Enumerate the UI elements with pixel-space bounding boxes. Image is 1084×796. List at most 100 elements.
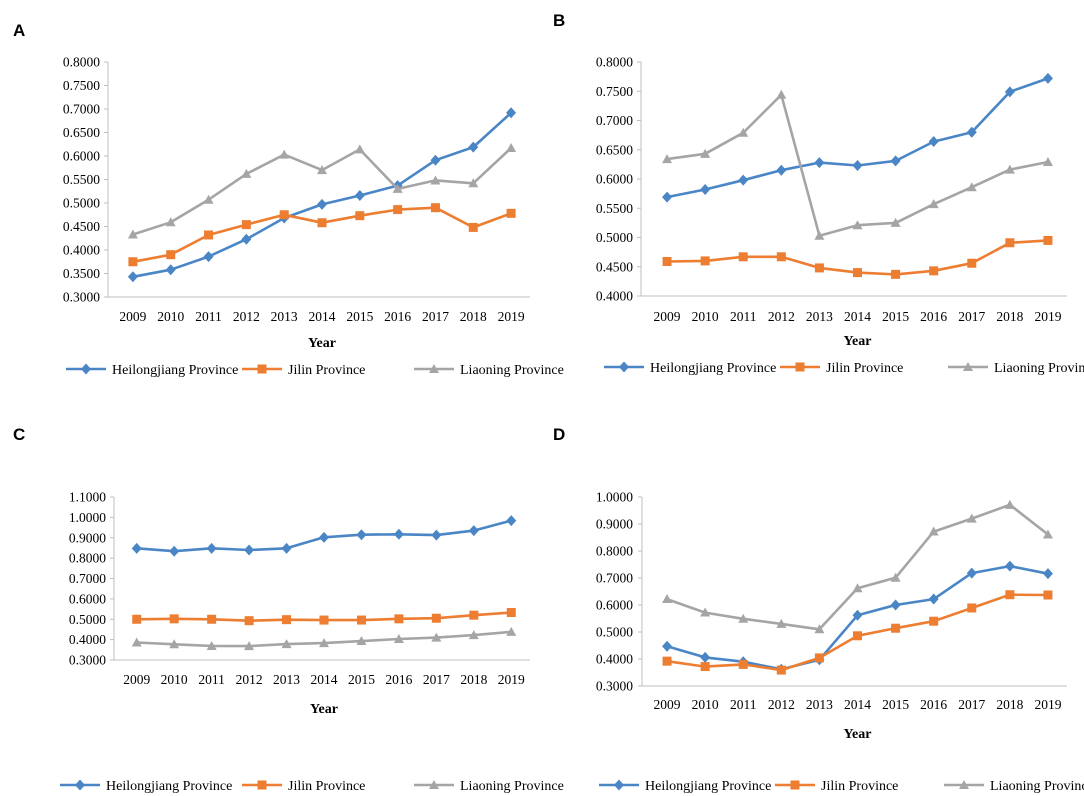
data-point	[852, 220, 863, 230]
data-point	[1004, 499, 1015, 509]
legend-label: Jilin Province	[821, 779, 898, 794]
legend-marker	[257, 364, 267, 374]
data-point	[354, 189, 365, 201]
legend-marker	[81, 363, 91, 375]
data-point	[814, 624, 825, 634]
data-point	[662, 191, 673, 203]
panel-label: D	[553, 425, 565, 444]
data-point	[356, 615, 366, 625]
y-tick-label: 1.1000	[69, 490, 106, 505]
data-point	[662, 594, 673, 604]
data-point	[1042, 72, 1053, 84]
x-tick-label: 2015	[348, 672, 375, 687]
y-tick-label: 0.6500	[63, 125, 100, 140]
x-tick-label: 2017	[423, 672, 450, 687]
x-tick-label: 2011	[195, 309, 222, 324]
y-tick-label: 0.8000	[63, 55, 100, 70]
data-point	[928, 593, 939, 605]
y-tick-label: 0.8000	[596, 55, 633, 70]
legend-label: Heilongjiang Province	[650, 361, 776, 376]
data-point	[506, 608, 516, 618]
data-point	[355, 211, 365, 221]
panel-label: B	[553, 11, 565, 30]
data-point	[317, 165, 327, 175]
x-tick-label: 2016	[385, 672, 412, 687]
data-point	[132, 614, 142, 624]
x-tick-label: 2015	[882, 697, 909, 712]
data-point	[853, 631, 862, 641]
x-tick-label: 2015	[882, 309, 909, 324]
data-point	[131, 637, 142, 647]
y-tick-label: 0.9000	[69, 530, 106, 545]
data-point	[244, 616, 254, 626]
data-point	[281, 639, 292, 649]
data-point	[468, 141, 479, 153]
x-axis-title: Year	[844, 334, 872, 349]
x-tick-label: 2019	[498, 672, 525, 687]
data-point	[244, 641, 255, 651]
data-point	[431, 529, 442, 541]
data-point	[853, 268, 862, 278]
y-tick-label: 0.7000	[596, 571, 633, 586]
x-tick-label: 2014	[309, 309, 336, 324]
data-point	[317, 218, 327, 228]
y-tick-label: 0.5000	[69, 612, 106, 627]
y-tick-label: 0.3000	[63, 290, 100, 305]
data-point	[738, 252, 748, 262]
legend-marker	[619, 361, 629, 373]
data-point	[1042, 568, 1053, 580]
x-tick-label: 2016	[384, 309, 411, 324]
y-tick-label: 0.5500	[63, 172, 100, 187]
series-line-jilin	[132, 206, 512, 264]
data-point	[506, 626, 517, 636]
data-point	[662, 640, 673, 652]
x-tick-label: 2015	[346, 309, 373, 324]
x-tick-label: 2011	[730, 309, 757, 324]
x-tick-label: 2009	[654, 309, 681, 324]
y-tick-label: 0.5000	[596, 625, 633, 640]
data-point	[431, 613, 441, 623]
data-point	[468, 178, 479, 188]
data-point	[967, 258, 977, 268]
x-axis-title: Year	[310, 702, 338, 717]
data-point	[169, 614, 179, 624]
data-point	[506, 515, 517, 527]
data-point	[738, 127, 749, 137]
x-tick-label: 2012	[233, 309, 260, 324]
y-tick-label: 0.6000	[596, 598, 633, 613]
data-point	[662, 256, 672, 266]
y-tick-label: 1.0000	[596, 490, 633, 505]
data-point	[393, 205, 403, 215]
x-tick-label: 2014	[844, 697, 871, 712]
data-point	[319, 615, 329, 625]
y-tick-label: 0.9000	[596, 517, 633, 532]
x-tick-label: 2010	[692, 309, 719, 324]
x-tick-label: 2018	[460, 672, 487, 687]
data-point	[776, 665, 786, 675]
data-point	[319, 638, 329, 648]
legend-label: Liaoning Province	[460, 363, 564, 378]
data-point	[929, 616, 939, 626]
chart-panel-b: B 0.4000 0.4500 0.5000 0.5500 0.6000 0.6500 0.7…	[553, 11, 1084, 376]
data-point	[700, 662, 710, 672]
legend-marker	[614, 779, 624, 791]
data-point	[430, 175, 441, 185]
series-line-heilongjiang	[132, 111, 512, 279]
panel-label: A	[13, 21, 25, 40]
x-tick-label: 2010	[692, 697, 719, 712]
data-point	[207, 614, 217, 624]
data-point	[244, 544, 255, 556]
data-point	[738, 659, 748, 669]
data-point	[967, 603, 977, 613]
data-point	[1005, 590, 1015, 600]
legend-label: Liaoning Province	[990, 779, 1084, 794]
x-tick-label: 2013	[806, 309, 833, 324]
data-point	[279, 210, 289, 220]
data-point	[662, 656, 672, 666]
legend-label: Heilongjiang Province	[112, 363, 238, 378]
data-point	[165, 264, 176, 276]
x-tick-label: 2018	[996, 697, 1023, 712]
y-tick-label: 0.7000	[69, 571, 106, 586]
data-point	[204, 230, 214, 240]
data-point	[319, 531, 329, 543]
